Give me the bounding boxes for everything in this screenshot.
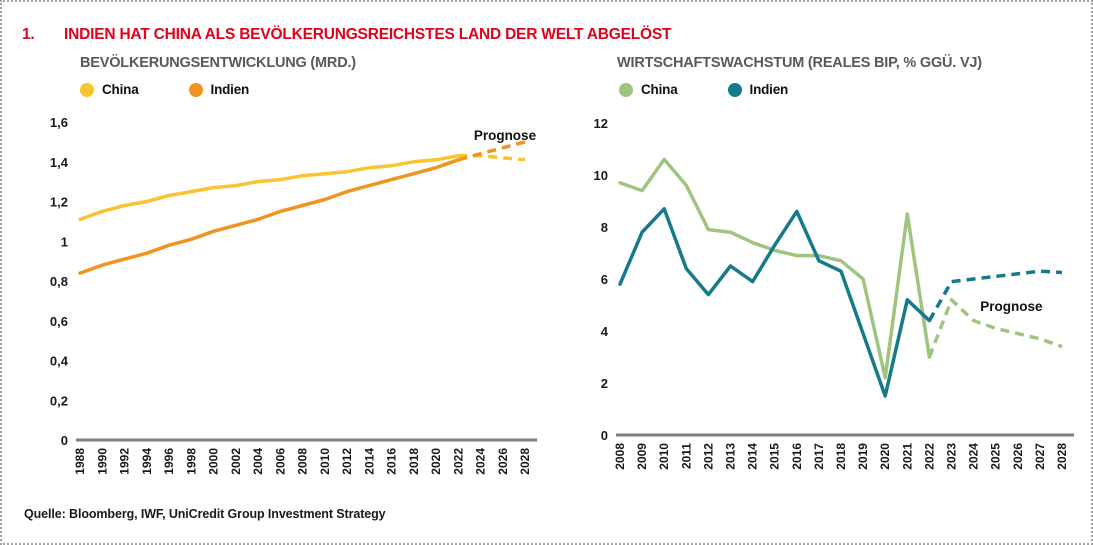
indien-line xyxy=(78,158,461,275)
x-tick-label: 2009 xyxy=(635,443,649,470)
x-tick-label: 2022 xyxy=(922,443,936,470)
x-tick-label: 1998 xyxy=(184,448,198,475)
x-tick-label: 2006 xyxy=(273,448,287,475)
figure-title: INDIEN HAT CHINA ALS BEVÖLKERUNGSREICHST… xyxy=(64,26,672,43)
y-tick-label: 6 xyxy=(601,272,608,287)
legend-item-china: China xyxy=(80,82,139,97)
y-tick-label: 12 xyxy=(594,116,608,131)
indien-forecast-line xyxy=(457,140,526,162)
china-line xyxy=(618,157,932,380)
x-tick-label: 2024 xyxy=(474,448,488,475)
x-tick-label: 2017 xyxy=(812,443,826,470)
legend-label: Indien xyxy=(210,82,250,97)
x-tick-label: 2015 xyxy=(768,443,782,470)
x-tick-label: 2020 xyxy=(878,443,892,470)
x-tick-label: 1992 xyxy=(118,448,132,475)
y-tick-label: 0,6 xyxy=(50,314,68,329)
forecast-label: Prognose xyxy=(980,299,1043,314)
china-line xyxy=(78,154,461,222)
x-tick-label: 2018 xyxy=(407,448,421,475)
x-tick-label: 2010 xyxy=(657,443,671,470)
legend-label: Indien xyxy=(749,82,789,97)
gdp-line-chart: 0 2 4 6 8 10 12 2008 2009 2010 2011 2012 2013 2014 201… xyxy=(562,102,1091,512)
y-tick-label: 4 xyxy=(601,324,609,339)
x-tick-label: 2026 xyxy=(1011,443,1025,470)
x-tick-label: 2016 xyxy=(790,443,804,470)
indien-color-dot-icon xyxy=(727,82,742,97)
y-tick-label: 1 xyxy=(61,234,68,249)
x-tick-label: 2028 xyxy=(518,448,532,475)
china-forecast-line xyxy=(927,298,1063,358)
x-tick-label: 2008 xyxy=(613,443,627,470)
x-tick-label: 2016 xyxy=(385,448,399,475)
legend-item-china: China xyxy=(619,82,678,97)
x-tick-label: 1990 xyxy=(95,448,109,475)
x-tick-label: 2022 xyxy=(451,448,465,475)
x-tick-label: 2018 xyxy=(834,443,848,470)
legend-item-indien: Indien xyxy=(188,82,250,97)
figure-title-row: 1. INDIEN HAT CHINA ALS BEVÖLKERUNGSREIC… xyxy=(22,26,1072,44)
gdp-chart-legend: China Indien xyxy=(619,82,838,97)
x-tick-label: 2002 xyxy=(229,448,243,475)
population-chart-heading: BEVÖLKERUNGSENTWICKLUNG (MRD.) xyxy=(80,55,356,71)
x-tick-label: 2025 xyxy=(989,443,1003,470)
x-tick-label: 1996 xyxy=(162,448,176,475)
x-tick-label: 2026 xyxy=(496,448,510,475)
y-tick-label: 2 xyxy=(601,376,608,391)
x-tick-label: 2020 xyxy=(429,448,443,475)
x-tick-label: 2000 xyxy=(207,448,221,475)
x-tick-label: 2012 xyxy=(701,443,715,470)
legend-item-indien: Indien xyxy=(727,82,789,97)
legend-label: China xyxy=(102,82,139,97)
x-tick-label: 2027 xyxy=(1033,443,1047,470)
x-tick-label: 2028 xyxy=(1055,443,1069,470)
legend-label: China xyxy=(641,82,678,97)
x-tick-label: 2012 xyxy=(340,448,354,475)
china-color-dot-icon xyxy=(80,82,94,97)
gdp-chart-heading: WIRTSCHAFTSWACHSTUM (REALES BIP, % GGÜ. … xyxy=(617,55,982,71)
x-tick-label: 2024 xyxy=(967,443,981,470)
china-color-dot-icon xyxy=(619,82,633,97)
x-tick-label: 1994 xyxy=(140,448,154,475)
figure-number: 1. xyxy=(22,26,35,43)
gdp-chart-svg: 0 2 4 6 8 10 12 2008 2009 2010 2011 2012 2013 2014 201… xyxy=(594,116,1074,470)
y-tick-label: 8 xyxy=(601,220,608,235)
forecast-label: Prognose xyxy=(474,128,537,143)
x-tick-label: 2004 xyxy=(251,448,265,475)
indien-line xyxy=(618,207,932,398)
x-tick-label: 2008 xyxy=(296,448,310,475)
y-tick-label: 0,2 xyxy=(50,393,68,408)
y-tick-label: 1,4 xyxy=(50,155,69,170)
population-chart-svg: 0 0,2 0,4 0,6 0,8 1 1,2 1,4 1,6 1988 1990 1992 1994 1… xyxy=(50,115,537,475)
indien-color-dot-icon xyxy=(188,82,203,97)
x-tick-label: 2013 xyxy=(724,443,738,470)
y-tick-label: 0,8 xyxy=(50,274,68,289)
x-tick-label: 2021 xyxy=(900,443,914,470)
y-tick-label: 0 xyxy=(601,428,608,443)
x-tick-label: 2023 xyxy=(945,443,959,470)
china-forecast-line xyxy=(458,154,526,162)
x-tick-label: 2019 xyxy=(856,443,870,470)
y-tick-label: 10 xyxy=(594,168,608,183)
x-tick-label: 2014 xyxy=(746,443,760,470)
x-tick-label: 2010 xyxy=(318,448,332,475)
y-tick-label: 1,2 xyxy=(50,195,68,210)
x-tick-label: 2014 xyxy=(362,448,376,475)
x-tick-label: 1988 xyxy=(73,448,87,475)
population-line-chart: 0 0,2 0,4 0,6 0,8 1 1,2 1,4 1,6 1988 1990 1992 1994 1… xyxy=(22,102,574,512)
population-chart-legend: China Indien xyxy=(80,82,299,97)
y-tick-label: 0,4 xyxy=(50,354,69,369)
source-note: Quelle: Bloomberg, IWF, UniCredit Group … xyxy=(24,507,386,521)
y-tick-label: 1,6 xyxy=(50,115,68,130)
x-tick-label: 2011 xyxy=(679,443,693,469)
y-tick-label: 0 xyxy=(61,433,68,448)
